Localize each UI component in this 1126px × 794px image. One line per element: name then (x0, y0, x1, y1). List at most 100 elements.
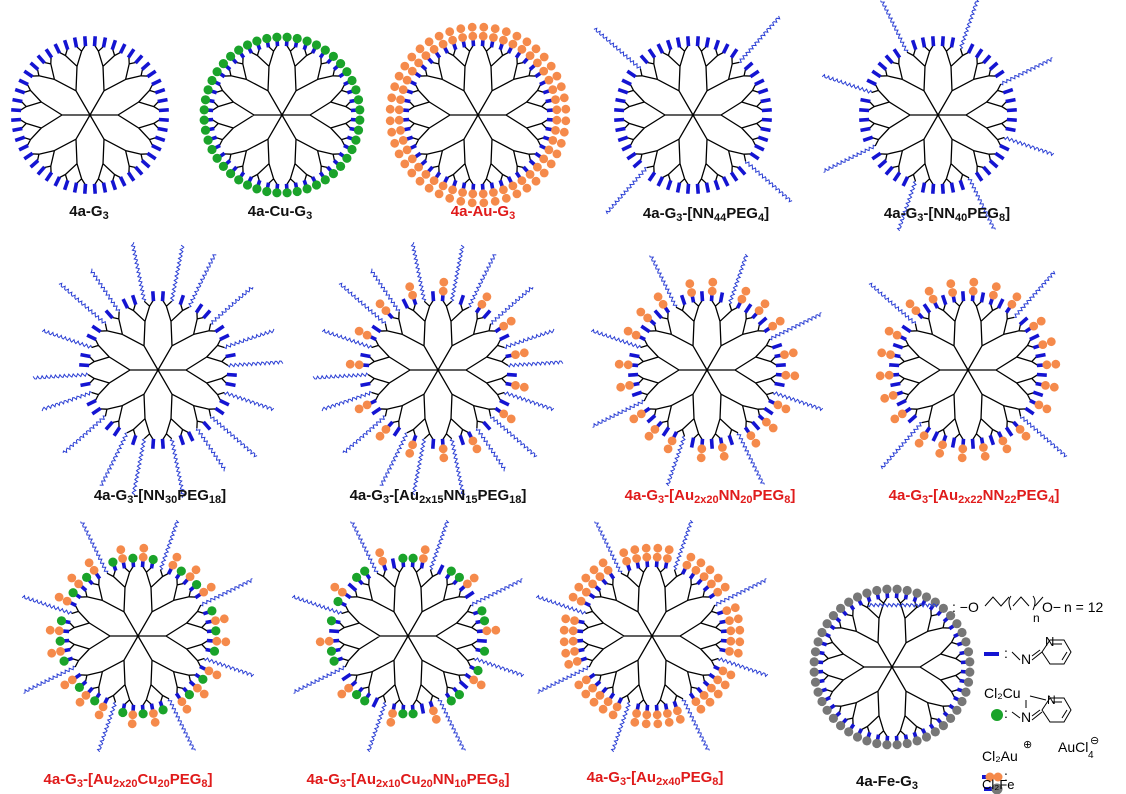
au-complex-dot (199, 587, 209, 597)
ligand-end-group (713, 39, 721, 51)
au-complex-dot (699, 572, 709, 581)
au-complex-dot (589, 565, 599, 575)
label-part: NN (444, 487, 466, 504)
au-complex-dot (614, 359, 624, 369)
ligand-end-group (87, 686, 94, 694)
fe-complex-dot (912, 588, 922, 598)
label-part: -[NN (682, 205, 714, 222)
ligand-end-group (121, 562, 127, 569)
ligand-end-group (539, 143, 547, 150)
cu-complex-dot (59, 656, 69, 666)
ligand-end-group (920, 37, 927, 48)
au-complex-dot (219, 614, 229, 624)
peg-chain (131, 438, 147, 496)
ligand-end-group (83, 36, 88, 47)
ligand-end-group (665, 39, 673, 51)
au-complex-dot (935, 448, 945, 458)
ligand-end-group (1036, 372, 1047, 377)
ligand-end-group (632, 159, 643, 169)
cu-complex-dot (347, 144, 357, 155)
ligand-end-group (639, 54, 649, 65)
ligand-end-group (83, 183, 88, 194)
au-complex-dot (632, 709, 641, 718)
ligand-end-group (188, 680, 196, 687)
au-complex-dot (552, 115, 562, 125)
label-part: 3 (340, 778, 346, 790)
ligand-end-group (760, 126, 771, 133)
peg-chain (80, 521, 109, 574)
cu-complex-dot (207, 606, 217, 616)
cu-complex-dot (207, 144, 217, 155)
au-complex-dot (875, 371, 885, 381)
cu-complex-dot (328, 169, 338, 179)
au-complex-dot (468, 189, 478, 199)
ligand-end-group (601, 578, 608, 586)
ligand-end-group (859, 117, 870, 122)
ligand-end-group (771, 342, 783, 350)
cu-complex-dot (353, 125, 364, 135)
ligand-end-group (434, 171, 442, 179)
fe-complex-dot (813, 687, 823, 697)
cu-complex-dot (320, 175, 330, 185)
dendrimer-g3 (11, 36, 169, 194)
ligand-end-group (18, 143, 29, 152)
cu-complex-dot (454, 572, 464, 583)
peg-chain (821, 73, 873, 94)
ligand-end-group (757, 316, 768, 326)
fe-complex-dot (963, 677, 974, 687)
label-part: 4a-G (643, 205, 676, 222)
au-complex-dot (919, 431, 929, 441)
au-complex-dot (572, 657, 582, 666)
dendrimer-branches (337, 565, 479, 707)
ligand-end-group (1004, 426, 1014, 437)
au-complex-dot (394, 71, 404, 81)
legend-peg-bracket-icon (1008, 595, 1036, 611)
peg-chain (159, 519, 180, 571)
au-complex-dot (713, 587, 723, 597)
au-complex-dot (629, 414, 639, 424)
au-complex-dot (400, 159, 410, 169)
au-complex-dot (344, 683, 353, 693)
cu-complex-dot (454, 690, 464, 700)
legend-au-dot2-icon (993, 772, 1003, 782)
peg-chain (32, 372, 89, 380)
ligand-end-group (62, 179, 70, 191)
au-complex-dot (928, 294, 938, 304)
fe-complex-dot (822, 619, 832, 629)
label-part: 4a-G (889, 487, 922, 504)
ligand-end-group (735, 301, 742, 309)
cu-complex-dot (360, 566, 370, 576)
ligand-end-group (871, 151, 882, 161)
ligand-end-group (901, 324, 912, 334)
label-part: 2x15 (419, 494, 443, 506)
ligand-end-group (594, 680, 602, 687)
peg-chain (227, 360, 284, 368)
au-complex-dot (60, 680, 70, 690)
ligand-end-group (110, 179, 118, 191)
dendrimer-branches (581, 565, 723, 707)
fe-complex-dot (844, 597, 854, 607)
au-complex-dot (632, 554, 641, 563)
label-part: PEG (467, 771, 499, 788)
cu-complex-dot (184, 690, 194, 700)
au-complex-dot (407, 66, 417, 76)
ligand-end-group (219, 333, 230, 342)
ligand-end-group (743, 303, 753, 314)
au-complex-dot (212, 636, 222, 646)
label-au_g3: 4a-Au-G3 (451, 203, 515, 222)
ligand-end-group (675, 37, 682, 48)
label-part: 4a-G (884, 205, 917, 222)
ligand-end-group (860, 126, 871, 133)
au-complex-dot (396, 125, 405, 135)
ligand-end-group (151, 143, 162, 152)
au-complex-dot (641, 543, 651, 553)
au-complex-dot (551, 95, 560, 104)
label-part: 3 (912, 780, 918, 792)
ligand-end-group (406, 135, 414, 141)
ligand-end-group (464, 590, 475, 600)
ligand-end-group (23, 151, 34, 161)
au-complex-dot (979, 443, 988, 452)
au-complex-dot (568, 626, 578, 636)
au-complex-dot (388, 709, 397, 718)
ligand-end-group (157, 97, 168, 104)
